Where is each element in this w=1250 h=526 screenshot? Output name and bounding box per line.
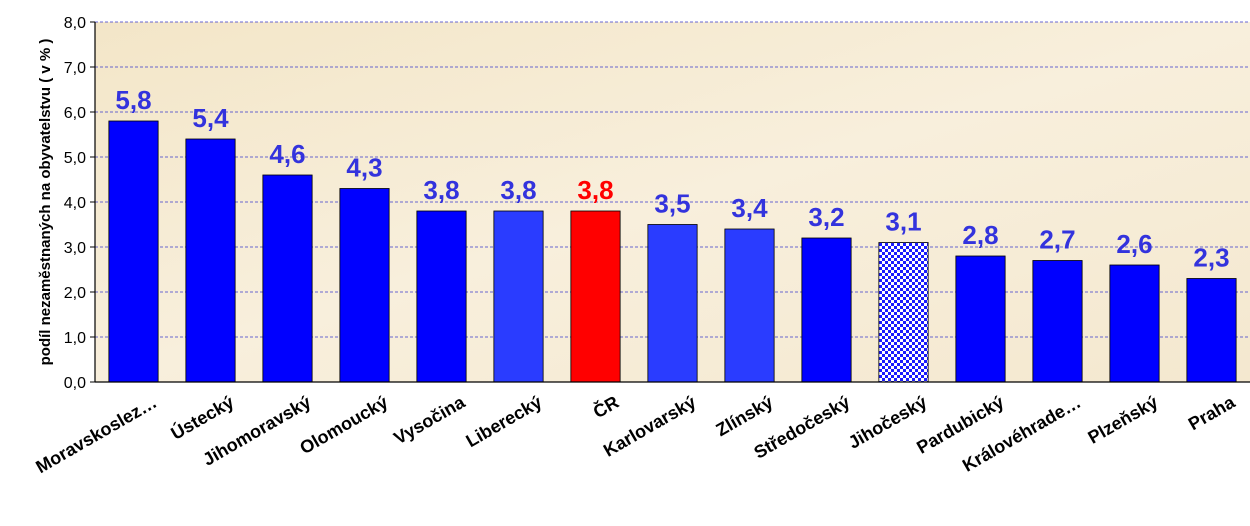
value-label: 2,8 xyxy=(962,220,998,250)
y-axis-label: podíl nezaměstnaných na obyvatelstvu ( v… xyxy=(37,39,54,366)
y-axis-ticks: 0,0 1,0 2,0 3,0 4,0 5,0 6,0 7,0 8,0 xyxy=(64,15,95,392)
y-tick-label: 7,0 xyxy=(64,60,86,77)
bar xyxy=(416,210,467,383)
value-label: 2,3 xyxy=(1193,243,1229,273)
value-label: 5,4 xyxy=(192,103,229,133)
value-label: 4,6 xyxy=(269,139,305,169)
value-label: 3,2 xyxy=(808,202,844,232)
value-label: 3,8 xyxy=(577,175,613,205)
bar xyxy=(108,120,159,383)
y-tick-label: 3,0 xyxy=(64,240,86,257)
bar xyxy=(801,237,852,383)
y-tick-label: 0,0 xyxy=(64,375,86,392)
y-tick-label: 5,0 xyxy=(64,150,86,167)
bar xyxy=(1186,278,1237,383)
bar xyxy=(493,210,544,383)
bars xyxy=(108,120,1237,383)
value-label: 5,8 xyxy=(115,85,151,115)
value-label: 2,6 xyxy=(1116,229,1152,259)
value-label: 3,4 xyxy=(731,193,768,223)
y-tick-label: 4,0 xyxy=(64,195,86,212)
bar xyxy=(339,188,390,383)
x-tick-label: Praha xyxy=(1185,391,1239,434)
value-label: 4,3 xyxy=(346,153,382,183)
bar xyxy=(647,224,698,383)
bar xyxy=(262,174,313,383)
x-tick-label: Plzeňský xyxy=(1085,392,1162,448)
value-label: 3,8 xyxy=(500,175,536,205)
bar xyxy=(955,255,1006,383)
y-tick-label: 8,0 xyxy=(64,15,86,32)
value-label: 3,8 xyxy=(423,175,459,205)
value-label: 3,1 xyxy=(885,207,921,237)
bar xyxy=(878,242,929,383)
bar xyxy=(185,138,236,383)
value-label: 2,7 xyxy=(1039,225,1075,255)
x-tick-label: Olomoucký xyxy=(296,392,391,458)
y-tick-label: 6,0 xyxy=(64,105,86,122)
value-label: 3,5 xyxy=(654,189,690,219)
x-tick-label: ČR xyxy=(589,391,622,422)
y-tick-label: 1,0 xyxy=(64,330,86,347)
x-tick-label: Liberecký xyxy=(462,392,545,451)
bar xyxy=(570,210,621,383)
bar xyxy=(724,228,775,383)
x-axis-labels: Moravskoslez… ÚsteckýJihomoravskýOlomouck… xyxy=(32,391,1239,477)
bar xyxy=(1032,260,1083,383)
x-tick-label: Moravskoslez… xyxy=(32,392,160,477)
y-tick-label: 2,0 xyxy=(64,285,86,302)
x-tick-label: Vysočina xyxy=(390,391,469,448)
bar xyxy=(1109,264,1160,383)
value-labels: 5,8 5,4 4,6 4,3 3,8 3,8 3,8 3,5 3,4 3,2 3,1 2,8 2,7 2… xyxy=(115,85,1229,273)
x-tick-label: Zlínský xyxy=(713,392,777,440)
